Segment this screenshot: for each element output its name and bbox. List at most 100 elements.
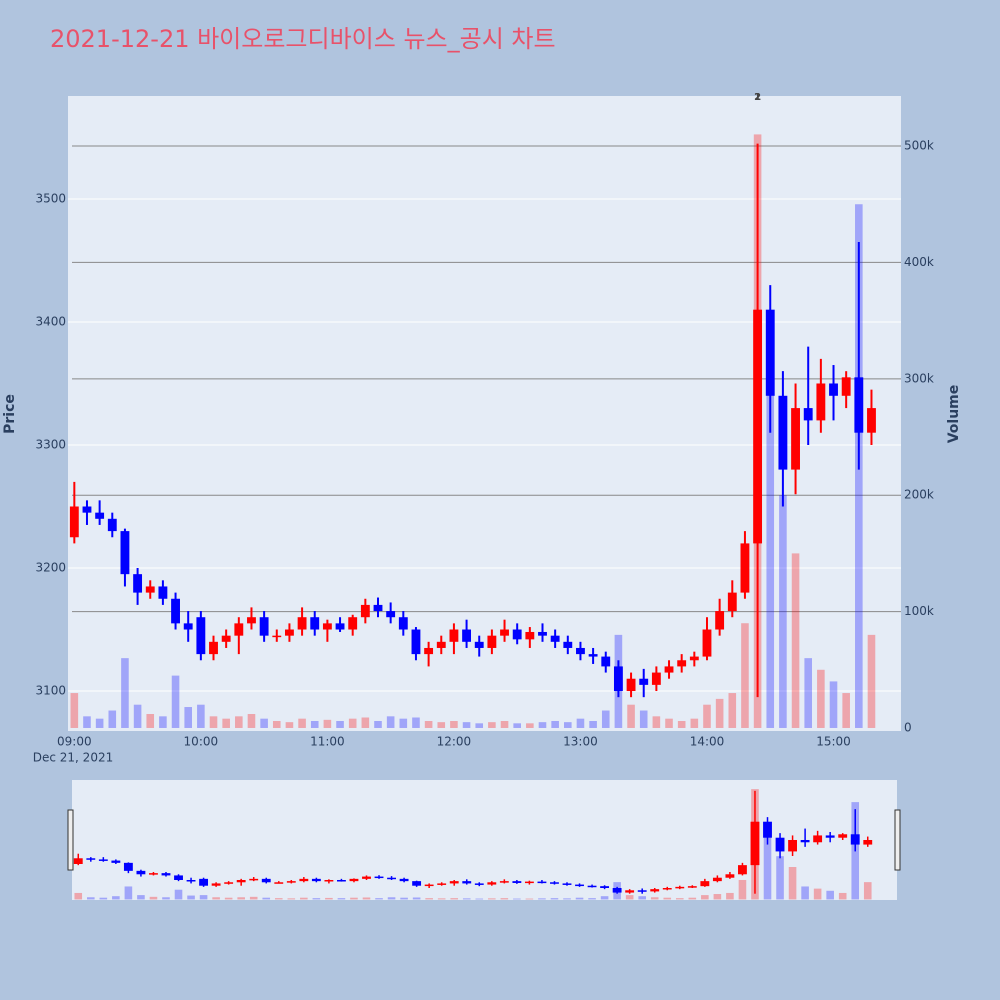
candle-body <box>424 647 434 655</box>
candle-body <box>145 586 155 593</box>
slider-candle-body <box>161 873 171 876</box>
slider-candle-body <box>550 882 559 884</box>
x-tick-label: 09:00 <box>57 735 92 749</box>
candle-body <box>133 574 143 593</box>
volume-bar <box>513 723 521 728</box>
volume-bar <box>323 719 332 728</box>
slider-volume-bar <box>788 866 797 900</box>
candle-body <box>449 629 459 642</box>
slider-volume-bar <box>162 897 170 900</box>
slider-volume-bar <box>701 895 709 900</box>
y2-tick-label: 0 <box>904 720 912 734</box>
slider-candle-body <box>775 837 785 852</box>
volume-bar <box>184 707 193 728</box>
slider-volume-bar <box>337 898 346 900</box>
slider-volume-bar <box>224 897 233 900</box>
slider-candle-body <box>462 881 472 884</box>
slider-volume-bar <box>801 886 809 900</box>
candle-body <box>373 604 383 612</box>
volume-bar <box>159 716 167 728</box>
candle-body <box>689 656 699 661</box>
volume-bar <box>576 718 585 728</box>
slider-candle-body <box>86 858 96 860</box>
volume-bar <box>108 710 117 728</box>
range-slider[interactable] <box>72 780 897 900</box>
candle-body <box>310 617 320 630</box>
slider-volume-bar <box>776 856 784 900</box>
slider-volume-bar <box>500 898 509 900</box>
volume-bar <box>741 623 749 728</box>
volume-bar <box>779 495 787 728</box>
slider-volume-bar <box>563 898 571 900</box>
candle-body <box>639 678 649 685</box>
slider-candle-body <box>211 883 221 886</box>
slider-volume-bar <box>650 897 659 900</box>
slider-candle-body <box>587 885 597 888</box>
slider-volume-bar <box>688 897 697 900</box>
candle-body <box>677 660 687 667</box>
candle-body <box>601 656 611 667</box>
volume-bar <box>766 378 775 728</box>
slider-candle-body <box>387 877 396 880</box>
volume-bar <box>298 718 306 728</box>
volume-bar <box>336 720 344 728</box>
slider-volume-bar <box>538 898 546 900</box>
volume-bar <box>627 704 635 728</box>
x-tick-label: 14:00 <box>690 735 725 749</box>
volume-bar <box>690 718 699 728</box>
y-axis-title: Price <box>2 394 18 434</box>
slider-volume-bar <box>400 897 408 900</box>
candle-body <box>538 631 547 636</box>
slider-candle-body <box>111 860 121 863</box>
chart-title: 2021-12-21 바이오로그디바이스 뉴스_공시 차트 <box>50 25 556 53</box>
slider-candle-body <box>324 879 334 882</box>
volume-bar <box>842 693 850 728</box>
volume-bar <box>791 553 800 728</box>
slider-candle-body <box>750 821 760 866</box>
candle-body <box>82 506 92 513</box>
slider-candle-body <box>73 858 83 864</box>
slider-volume-bar <box>826 890 834 900</box>
volume-bar <box>703 704 711 728</box>
volume-bar <box>500 720 509 728</box>
candle-body <box>512 629 522 640</box>
volume-bar <box>665 718 673 728</box>
slider-candle-body <box>286 881 296 883</box>
volume-bar <box>424 720 433 728</box>
candle-body <box>259 617 269 636</box>
y2-tick-label: 500k <box>904 139 934 153</box>
candle-body <box>209 641 218 655</box>
candle-body <box>651 672 661 685</box>
slider-candle-body <box>412 881 422 886</box>
volume-bar <box>121 658 129 728</box>
range-handle[interactable] <box>67 809 74 871</box>
y-tick-label: 3400 <box>35 314 66 328</box>
volume-bar <box>399 718 408 728</box>
slider-candle-body <box>600 886 610 888</box>
candle-body <box>474 641 484 648</box>
slider-candle-body <box>136 870 146 875</box>
volume-bar <box>83 716 91 728</box>
slider-candle-body <box>763 821 772 838</box>
slider-candle-body <box>738 865 747 875</box>
slider-candle-body <box>299 878 309 882</box>
slider-volume-bar <box>713 894 722 900</box>
slider-candle-body <box>149 873 158 875</box>
volume-bar <box>437 722 446 728</box>
slider-volume-bar <box>112 896 120 900</box>
candle-body <box>740 543 750 593</box>
candle-body <box>500 629 509 636</box>
volume-bar <box>817 669 825 728</box>
y-tick-label: 3300 <box>35 437 66 451</box>
candle-body <box>360 604 370 618</box>
volume-bar <box>146 714 155 728</box>
volume-bar <box>450 720 458 728</box>
candle-body <box>829 383 838 396</box>
range-handle[interactable] <box>894 809 901 871</box>
slider-candle-body <box>261 878 271 883</box>
volume-bar <box>526 723 534 728</box>
slider-candle-body <box>537 881 547 884</box>
x-tick-label: 15:00 <box>816 735 851 749</box>
slider-volume-bar <box>738 879 747 900</box>
